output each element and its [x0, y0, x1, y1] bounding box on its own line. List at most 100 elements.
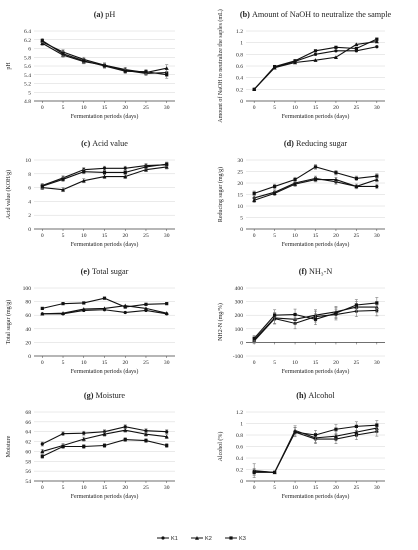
legend-marker-K2 [195, 536, 199, 540]
x-tick-label: 30 [374, 485, 380, 491]
data-point-K3 [354, 46, 358, 51]
x-tick-label: 10 [292, 105, 298, 111]
x-tick-label: 30 [374, 233, 380, 239]
data-point-K3 [144, 302, 148, 306]
x-tick-label: 15 [313, 485, 319, 491]
data-point-K3 [102, 296, 107, 300]
x-tick-label: 25 [143, 360, 149, 366]
data-point-K2 [313, 58, 318, 62]
data-point-K1 [375, 184, 379, 189]
y-tick-label: 200 [235, 313, 244, 319]
data-point-K3 [375, 301, 379, 305]
panel-title: (d) Reducing sugar [284, 139, 347, 148]
series-line-K3 [42, 439, 167, 457]
y-tick-label: 60 [25, 313, 31, 319]
x-tick-label: 30 [164, 360, 170, 366]
x-tick-label: 0 [41, 360, 44, 366]
data-point-K1 [123, 166, 127, 170]
y-tick-label: 10 [25, 158, 31, 164]
data-point-K2 [164, 434, 169, 439]
x-tick-label: 30 [164, 105, 170, 111]
series-line-K1 [42, 41, 167, 74]
chart-panel-1: (a) pH 4.8 5 5.2 5.4 5.6 5.8 6 6.2 6.4 0 5 10 15 20 25 3… [6, 10, 175, 120]
x-tick-label: 10 [81, 360, 87, 366]
data-point-K2 [252, 198, 257, 202]
x-axis-label: Fermentation periods (days) [282, 113, 350, 120]
legend: K1 K2 K3 [157, 536, 246, 542]
data-point-K3 [252, 191, 256, 195]
y-tick-label: 1 [240, 41, 243, 47]
data-point-K2 [102, 174, 107, 179]
data-point-K2 [354, 184, 359, 189]
y-tick-label: 0.6 [236, 445, 243, 451]
y-tick-label: 5.8 [24, 55, 31, 61]
y-tick-label: 5.6 [24, 64, 31, 70]
y-tick-label: 4 [28, 199, 31, 205]
panel-letter: (c) [81, 139, 92, 148]
y-axis-label: NH2-N (mg/%) [217, 303, 224, 341]
y-tick-label: 6 [28, 47, 31, 53]
x-axis-label: Fermentation periods (days) [71, 113, 139, 120]
chart-panel-3: (c) Acid value 0 2 4 6 8 10 0 5 10 15 20 25 30 Ferment… [5, 139, 175, 248]
x-tick-label: 15 [102, 485, 108, 491]
data-point-K3 [313, 433, 318, 437]
y-tick-label: 0 [240, 99, 243, 105]
data-point-K1 [144, 429, 148, 433]
data-point-K3 [144, 438, 148, 443]
y-tick-label: 54 [25, 479, 31, 485]
y-tick-label: 5.4 [24, 73, 31, 79]
panel-title: (b) Amount of NaOH to neutralize the sam… [240, 10, 392, 19]
data-point-K2 [61, 187, 66, 192]
x-tick-label: 20 [333, 233, 339, 239]
data-point-K2 [81, 437, 86, 441]
x-tick-label: 5 [273, 485, 276, 491]
data-point-K1 [40, 442, 44, 446]
data-point-K3 [123, 438, 127, 442]
data-point-K3 [334, 427, 338, 431]
y-tick-label: 5.2 [24, 82, 31, 88]
x-axis-label: Fermentation periods (days) [71, 241, 139, 248]
y-tick-label: 4.8 [24, 99, 31, 105]
data-point-K2 [81, 178, 86, 183]
y-tick-label: 60 [25, 449, 31, 455]
y-tick-label: 0.8 [236, 433, 243, 439]
data-point-K3 [165, 443, 169, 448]
series-line-K3 [41, 40, 167, 76]
x-tick-label: 10 [292, 485, 298, 491]
data-point-K3 [82, 301, 86, 305]
x-axis-label: Fermentation periods (days) [282, 493, 350, 500]
x-axis-label: Fermentation periods (days) [282, 368, 350, 375]
data-point-K3 [102, 64, 107, 68]
data-point-K2 [123, 428, 128, 432]
data-point-K3 [252, 87, 256, 91]
x-tick-label: 0 [41, 485, 44, 491]
y-tick-label: 100 [23, 286, 32, 292]
data-point-K1 [82, 431, 86, 435]
legend-label-K2: K2 [205, 536, 212, 542]
data-point-K1 [375, 45, 379, 49]
data-point-K2 [374, 39, 379, 44]
data-point-K3 [82, 170, 86, 174]
y-tick-label: 0 [240, 340, 243, 346]
data-point-K3 [293, 430, 297, 434]
x-tick-label: 25 [143, 233, 149, 239]
data-point-K3 [354, 303, 358, 307]
y-tick-label: 62 [25, 440, 31, 446]
chart-panel-8: (h) Alcohol 0 0.2 0.4 0.6 0.8 1 1.2 0 5 10 15 20 25 30… [217, 391, 385, 500]
x-tick-label: 15 [102, 360, 108, 366]
data-point-K3 [334, 45, 338, 49]
data-point-K3 [252, 336, 256, 340]
data-point-K1 [102, 430, 107, 434]
y-tick-label: 30 [237, 158, 243, 164]
data-point-K2 [81, 307, 86, 311]
data-point-K3 [61, 444, 65, 449]
data-point-K3 [293, 312, 297, 317]
panel-letter: (g) [84, 391, 96, 400]
y-tick-label: 1.2 [236, 410, 243, 416]
y-tick-label: 80 [25, 300, 31, 306]
data-point-K2 [143, 167, 148, 172]
legend-label-K1: K1 [171, 536, 178, 542]
y-axis-label: Total sugar (mg/g) [5, 300, 12, 345]
y-tick-label: 0 [240, 479, 243, 485]
data-point-K3 [40, 306, 44, 310]
